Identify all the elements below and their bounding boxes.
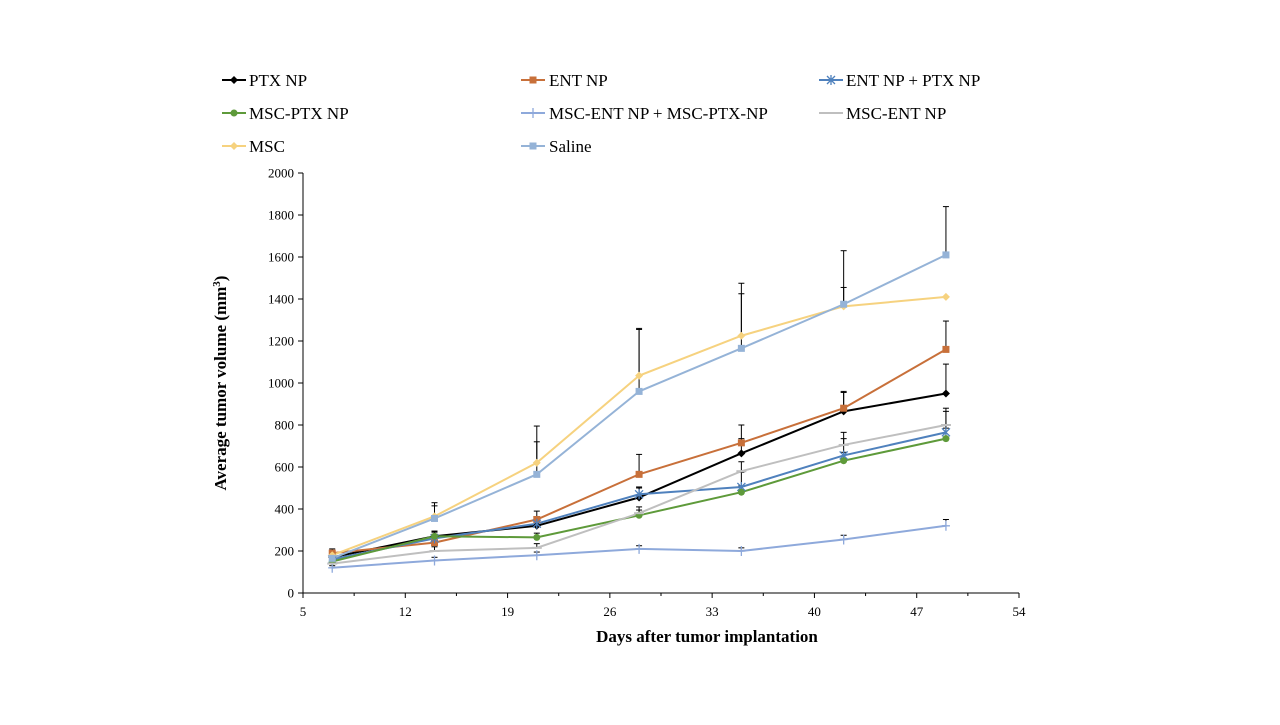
data-point: [532, 518, 542, 529]
data-point: [430, 555, 439, 566]
x-tick-label: 12: [399, 604, 412, 619]
x-tick-label: 26: [603, 604, 617, 619]
data-point: [635, 387, 643, 395]
data-point: [532, 458, 541, 467]
data-point: [942, 251, 950, 259]
legend-marker: [230, 109, 238, 117]
legend-item: ENT NP + PTX NP: [819, 71, 980, 90]
legend-label: MSC-ENT NP + MSC-PTX-NP: [549, 104, 768, 123]
data-point: [635, 470, 643, 478]
data-point: [635, 543, 644, 554]
y-axis-title-superscript: 3: [211, 281, 223, 287]
legend-marker: [230, 76, 238, 84]
data-point: [941, 292, 950, 301]
data-point: [840, 300, 848, 308]
legend-item: MSC-ENT NP + MSC-PTX-NP: [521, 104, 768, 123]
legend-marker: [529, 142, 537, 150]
y-tick-label: 2000: [268, 166, 294, 181]
legend-label: PTX NP: [249, 71, 307, 90]
y-axis-title-main: Average tumor volume (mm: [211, 287, 230, 491]
x-axis-title: Days after tumor implantation: [596, 627, 818, 646]
y-tick-label: 1200: [268, 334, 294, 349]
legend-item: Saline: [521, 137, 592, 156]
legend-marker: [529, 108, 537, 118]
data-point: [737, 449, 746, 458]
legend-marker: [529, 76, 537, 84]
x-tick-label: 19: [501, 604, 514, 619]
legend-marker: [230, 142, 238, 150]
x-tick-label: 33: [706, 604, 719, 619]
legend-item: MSC-ENT NP: [819, 104, 946, 123]
legend-item: MSC: [222, 137, 285, 156]
data-point: [532, 550, 541, 561]
y-tick-label: 400: [275, 502, 295, 517]
data-point: [635, 371, 644, 380]
data-point: [533, 533, 541, 541]
y-tick-label: 600: [275, 460, 295, 475]
data-point: [839, 534, 848, 545]
legend-item: ENT NP: [521, 71, 608, 90]
legend-label: MSC-PTX NP: [249, 104, 349, 123]
legend-item: MSC-PTX NP: [222, 104, 349, 123]
legend-label: Saline: [549, 137, 592, 156]
data-point: [533, 470, 541, 478]
series-markers: [327, 251, 951, 573]
y-tick-label: 1600: [268, 250, 294, 265]
y-axis-title-close: ): [211, 276, 230, 282]
data-point: [840, 404, 848, 412]
data-point: [431, 514, 439, 522]
legend-label: MSC-ENT NP: [846, 104, 946, 123]
data-point: [942, 435, 950, 443]
x-tick-label: 5: [300, 604, 307, 619]
legend-label: MSC: [249, 137, 285, 156]
data-point: [431, 532, 439, 540]
data-point: [941, 520, 950, 531]
legend-label: ENT NP + PTX NP: [846, 71, 980, 90]
legend-item: PTX NP: [222, 71, 307, 90]
legend-marker: [826, 75, 836, 85]
y-tick-label: 1000: [268, 376, 294, 391]
y-tick-label: 800: [275, 418, 295, 433]
data-point: [941, 389, 950, 398]
data-point: [634, 489, 644, 500]
data-point: [840, 457, 848, 465]
series-lines: [331, 253, 947, 569]
data-point: [737, 344, 745, 352]
legend-label: ENT NP: [549, 71, 608, 90]
x-tick-label: 54: [1013, 604, 1027, 619]
x-tick-label: 40: [808, 604, 821, 619]
y-tick-label: 0: [288, 586, 295, 601]
data-point: [737, 488, 745, 496]
y-tick-label: 1400: [268, 292, 294, 307]
data-point: [737, 546, 746, 556]
data-point: [328, 554, 336, 562]
y-tick-label: 1800: [268, 208, 294, 223]
axes: 0 200 400 600 800 1000 1200 1400 1600 1800 2000 5 12…: [268, 166, 1026, 620]
y-tick-label: 200: [275, 544, 295, 559]
data-point: [737, 439, 745, 447]
x-tick-label: 47: [910, 604, 924, 619]
data-point: [942, 345, 950, 353]
legend: PTX NP ENT NP ENT NP + PTX NP MSC-PTX NP MSC…: [222, 71, 980, 156]
data-point: [737, 331, 746, 340]
y-axis-title: Average tumor volume (mm3): [211, 276, 230, 491]
